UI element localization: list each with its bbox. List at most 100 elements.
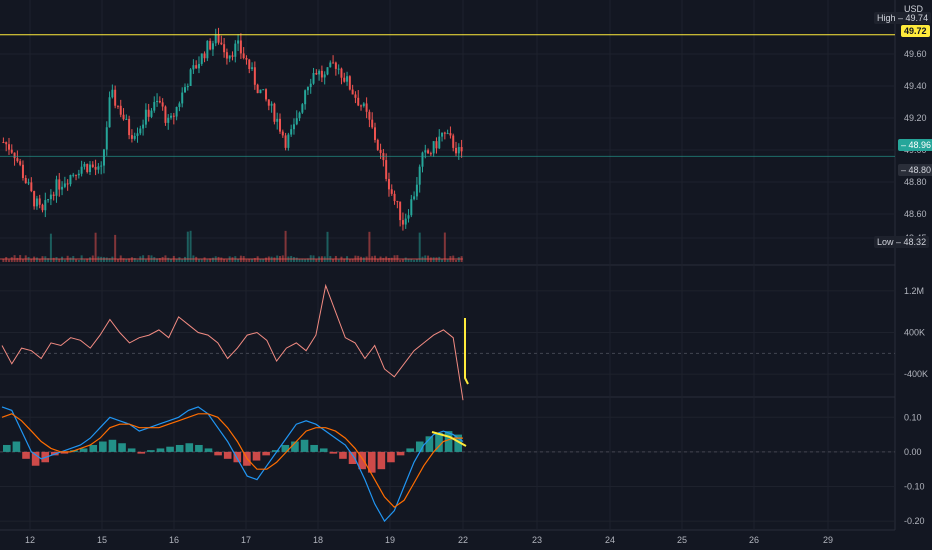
candle-body <box>460 147 463 152</box>
candle-body <box>158 100 161 103</box>
volume-bar <box>251 258 254 262</box>
macd-histogram-bar <box>281 444 290 452</box>
candle-body <box>58 179 61 190</box>
volume-bar <box>262 258 265 262</box>
volume-bar <box>382 257 385 262</box>
volume-bar <box>94 232 97 262</box>
candle-body <box>435 141 438 149</box>
candle-body <box>248 59 251 69</box>
macd-histogram-bar <box>319 448 328 452</box>
volume-bar <box>167 257 170 262</box>
candle-body <box>309 83 312 88</box>
volume-bar <box>186 231 189 262</box>
candle-body <box>318 70 321 75</box>
candle-body <box>167 117 170 123</box>
candle-body <box>424 150 427 153</box>
candle-body <box>125 118 128 120</box>
volume-bar <box>52 257 55 262</box>
low-price-tag: Low – 48.32 <box>874 236 930 248</box>
candle-body <box>449 133 452 136</box>
volume-bar <box>209 258 212 262</box>
volume-bar <box>122 258 125 262</box>
candle-body <box>133 135 136 139</box>
candle-body <box>7 144 10 150</box>
macd-histogram-bar <box>252 451 261 461</box>
candle-body <box>19 161 22 165</box>
macd-histogram-bar <box>166 446 174 452</box>
time-tick-label: 29 <box>823 535 833 545</box>
candle-body <box>10 149 13 153</box>
candle-body <box>234 43 237 57</box>
candle-body <box>30 182 33 192</box>
price-tick-label: 49.20 <box>904 113 927 123</box>
candle-body <box>295 118 298 125</box>
volume-bar <box>292 257 295 262</box>
candle-body <box>432 141 435 154</box>
candle-body <box>256 84 259 94</box>
low-label: Low <box>877 237 894 247</box>
candle-body <box>287 134 290 148</box>
candle-body <box>181 92 184 104</box>
candle-body <box>332 62 335 64</box>
candle-body <box>128 118 131 136</box>
macd-histogram-bar <box>262 451 270 456</box>
high-value: 49.74 <box>905 13 929 23</box>
oscillator-tick-label: -400K <box>904 369 928 379</box>
candle-body <box>237 40 240 44</box>
volume-bar <box>273 257 276 262</box>
candle-body <box>220 42 223 45</box>
candle-body <box>441 132 444 137</box>
macd-histogram-bar <box>60 451 69 454</box>
time-tick-label: 23 <box>532 535 542 545</box>
candle-body <box>438 136 441 149</box>
candle-body <box>164 106 167 123</box>
candle-body <box>385 160 388 179</box>
candle-body <box>312 73 315 84</box>
volume-bar <box>351 258 354 262</box>
candle-body <box>421 152 424 167</box>
candle-body <box>407 215 410 219</box>
macd-histogram-bar <box>339 451 347 459</box>
volume-bar <box>69 257 72 262</box>
macd-histogram-bar <box>156 448 165 452</box>
candle-body <box>276 118 279 122</box>
candle-body <box>429 153 432 155</box>
candle-body <box>66 183 69 185</box>
volume-bar <box>7 259 10 262</box>
volume-bar <box>304 259 307 262</box>
candle-body <box>251 67 254 69</box>
candle-body <box>122 114 125 120</box>
macd-annotation-stroke <box>431 431 467 447</box>
volume-bar <box>343 258 346 262</box>
candle-body <box>346 76 349 82</box>
candle-body <box>343 77 346 82</box>
macd-histogram-bar <box>454 434 462 452</box>
candle-body <box>259 89 262 94</box>
macd-tick-label: 0.10 <box>904 412 922 422</box>
candle-body <box>329 62 332 68</box>
macd-histogram-bar <box>291 441 299 452</box>
candle-body <box>209 40 212 50</box>
volume-bar <box>75 259 78 262</box>
volume-bar <box>295 257 298 262</box>
candle-body <box>195 65 198 69</box>
candle-body <box>362 103 365 107</box>
macd-histogram-bar <box>185 443 194 452</box>
candle-body <box>253 67 256 85</box>
candle-body <box>404 218 407 225</box>
volume-bar <box>133 258 136 262</box>
candle-body <box>33 191 36 207</box>
candle-body <box>77 173 80 176</box>
candle-body <box>292 124 295 130</box>
candle-body <box>270 103 273 106</box>
candle-body <box>144 109 147 125</box>
last-price-tag: – 48.96 <box>898 139 932 151</box>
volume-bar <box>390 257 393 262</box>
macd-histogram-bar <box>358 451 366 470</box>
volume-bar <box>5 257 8 262</box>
volume-bar <box>102 257 105 262</box>
candle-body <box>306 87 309 91</box>
marker-value: 48.80 <box>908 165 932 175</box>
volume-bar <box>136 259 139 262</box>
